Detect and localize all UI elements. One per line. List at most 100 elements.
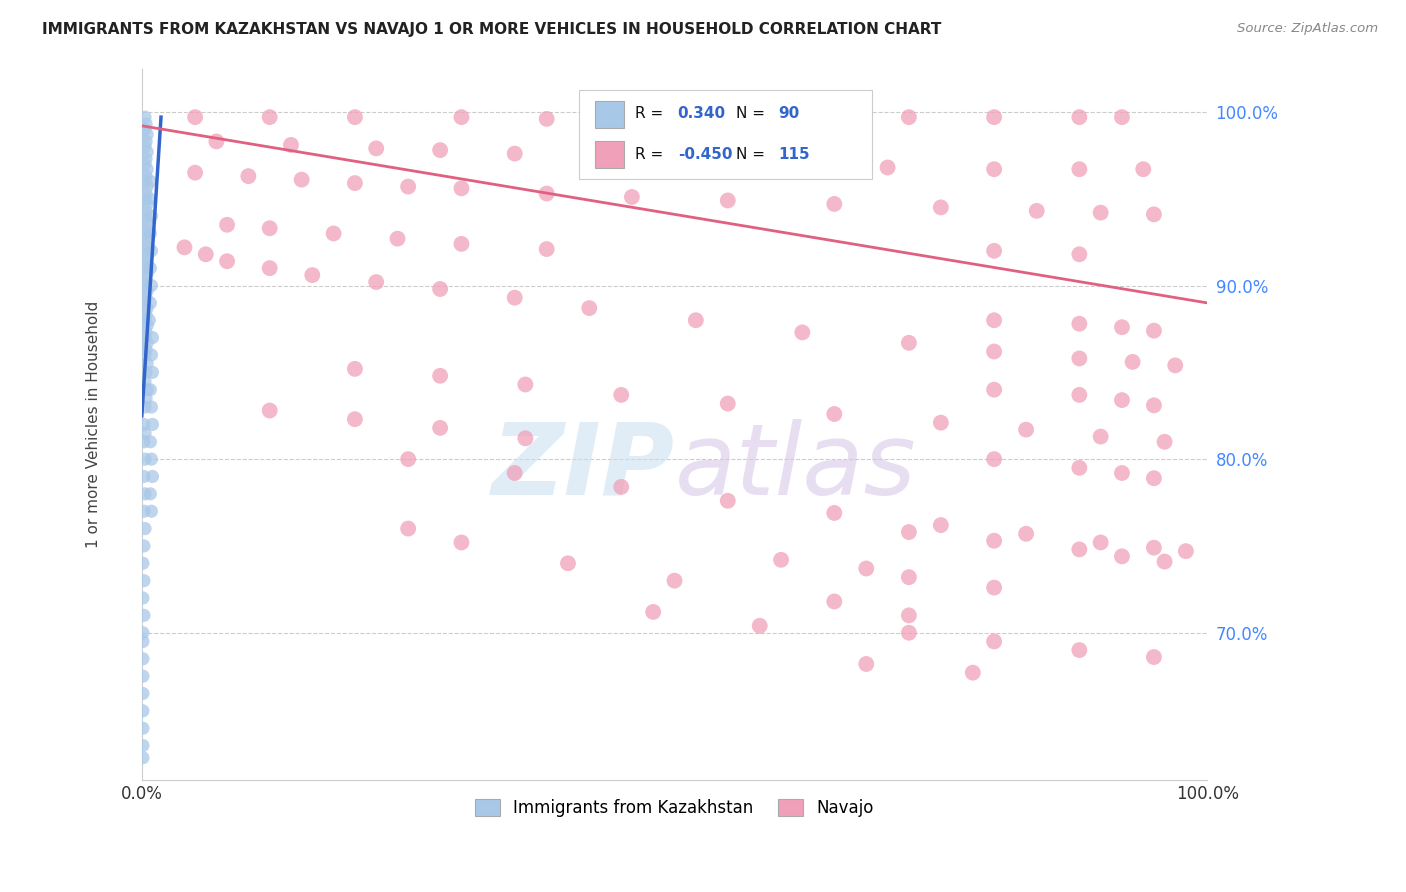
Point (396, 522, 419, 536)
Point (259, 110, 281, 124)
Point (343, 362, 366, 376)
Point (132, 669, 155, 683)
Point (132, 539, 155, 553)
Point (141, 365, 163, 379)
Point (929, 416, 952, 430)
Point (343, 176, 366, 190)
Point (1069, 460, 1091, 475)
Point (876, 161, 898, 175)
Point (134, 192, 156, 206)
Point (134, 209, 156, 223)
Text: IMMIGRANTS FROM KAZAKHSTAN VS NAVAJO 1 OR MORE VEHICLES IN HOUSEHOLD CORRELATION: IMMIGRANTS FROM KAZAKHSTAN VS NAVAJO 1 O… (42, 22, 942, 37)
Point (141, 278, 163, 293)
Point (897, 625, 920, 640)
Point (173, 240, 195, 254)
Point (897, 335, 920, 350)
Point (1143, 541, 1166, 555)
Point (291, 172, 314, 186)
Point (136, 214, 159, 228)
Point (134, 313, 156, 327)
Point (503, 291, 526, 305)
Point (136, 145, 159, 159)
Point (897, 524, 920, 539)
Point (134, 348, 156, 362)
FancyBboxPatch shape (579, 90, 872, 178)
Point (717, 194, 740, 208)
Point (136, 249, 159, 263)
Point (134, 487, 156, 501)
Point (132, 504, 155, 518)
Point (1090, 205, 1112, 219)
Point (135, 238, 157, 252)
Point (823, 594, 845, 608)
Point (748, 110, 770, 124)
Point (450, 181, 472, 195)
Text: R =: R = (636, 147, 668, 161)
Point (134, 244, 156, 258)
Text: -0.450: -0.450 (678, 147, 733, 161)
Point (134, 174, 156, 188)
Point (343, 412, 366, 426)
Point (557, 556, 579, 570)
Point (536, 186, 558, 201)
Point (132, 556, 155, 570)
Point (136, 179, 159, 194)
Point (134, 426, 156, 441)
Point (194, 247, 217, 261)
Text: N =: N = (737, 147, 770, 161)
Point (1069, 247, 1091, 261)
Point (132, 652, 155, 666)
Point (1069, 110, 1091, 124)
Point (135, 117, 157, 131)
Point (983, 110, 1005, 124)
Point (823, 407, 845, 421)
Point (643, 605, 665, 619)
Point (132, 591, 155, 605)
Point (136, 357, 159, 371)
Point (823, 197, 845, 211)
Point (132, 608, 155, 623)
Point (132, 574, 155, 588)
Point (136, 301, 159, 315)
Point (135, 326, 157, 340)
Point (610, 480, 633, 494)
Point (620, 190, 643, 204)
Point (132, 739, 155, 753)
Point (141, 504, 163, 518)
Point (717, 493, 740, 508)
Point (136, 197, 159, 211)
Point (450, 236, 472, 251)
Point (139, 227, 162, 241)
Point (136, 335, 159, 350)
Point (366, 275, 388, 289)
Point (1111, 320, 1133, 334)
Point (983, 634, 1005, 648)
Text: atlas: atlas (675, 418, 917, 516)
Point (238, 169, 260, 183)
Point (259, 261, 281, 276)
Text: ZIP: ZIP (492, 418, 675, 516)
Point (1132, 162, 1154, 177)
Point (1111, 393, 1133, 408)
Point (503, 466, 526, 480)
Point (135, 273, 157, 287)
Point (135, 169, 157, 183)
Point (139, 261, 162, 276)
Point (134, 278, 156, 293)
Point (929, 201, 952, 215)
Point (343, 110, 366, 124)
Point (1143, 398, 1166, 412)
Point (132, 721, 155, 735)
Point (134, 400, 156, 414)
Point (929, 518, 952, 533)
Point (792, 326, 814, 340)
Point (132, 469, 155, 483)
Point (503, 146, 526, 161)
Point (1069, 162, 1091, 177)
FancyBboxPatch shape (595, 141, 624, 169)
Point (396, 179, 419, 194)
Point (141, 400, 163, 414)
Point (1090, 535, 1112, 549)
Text: R =: R = (636, 106, 668, 121)
Point (138, 313, 160, 327)
